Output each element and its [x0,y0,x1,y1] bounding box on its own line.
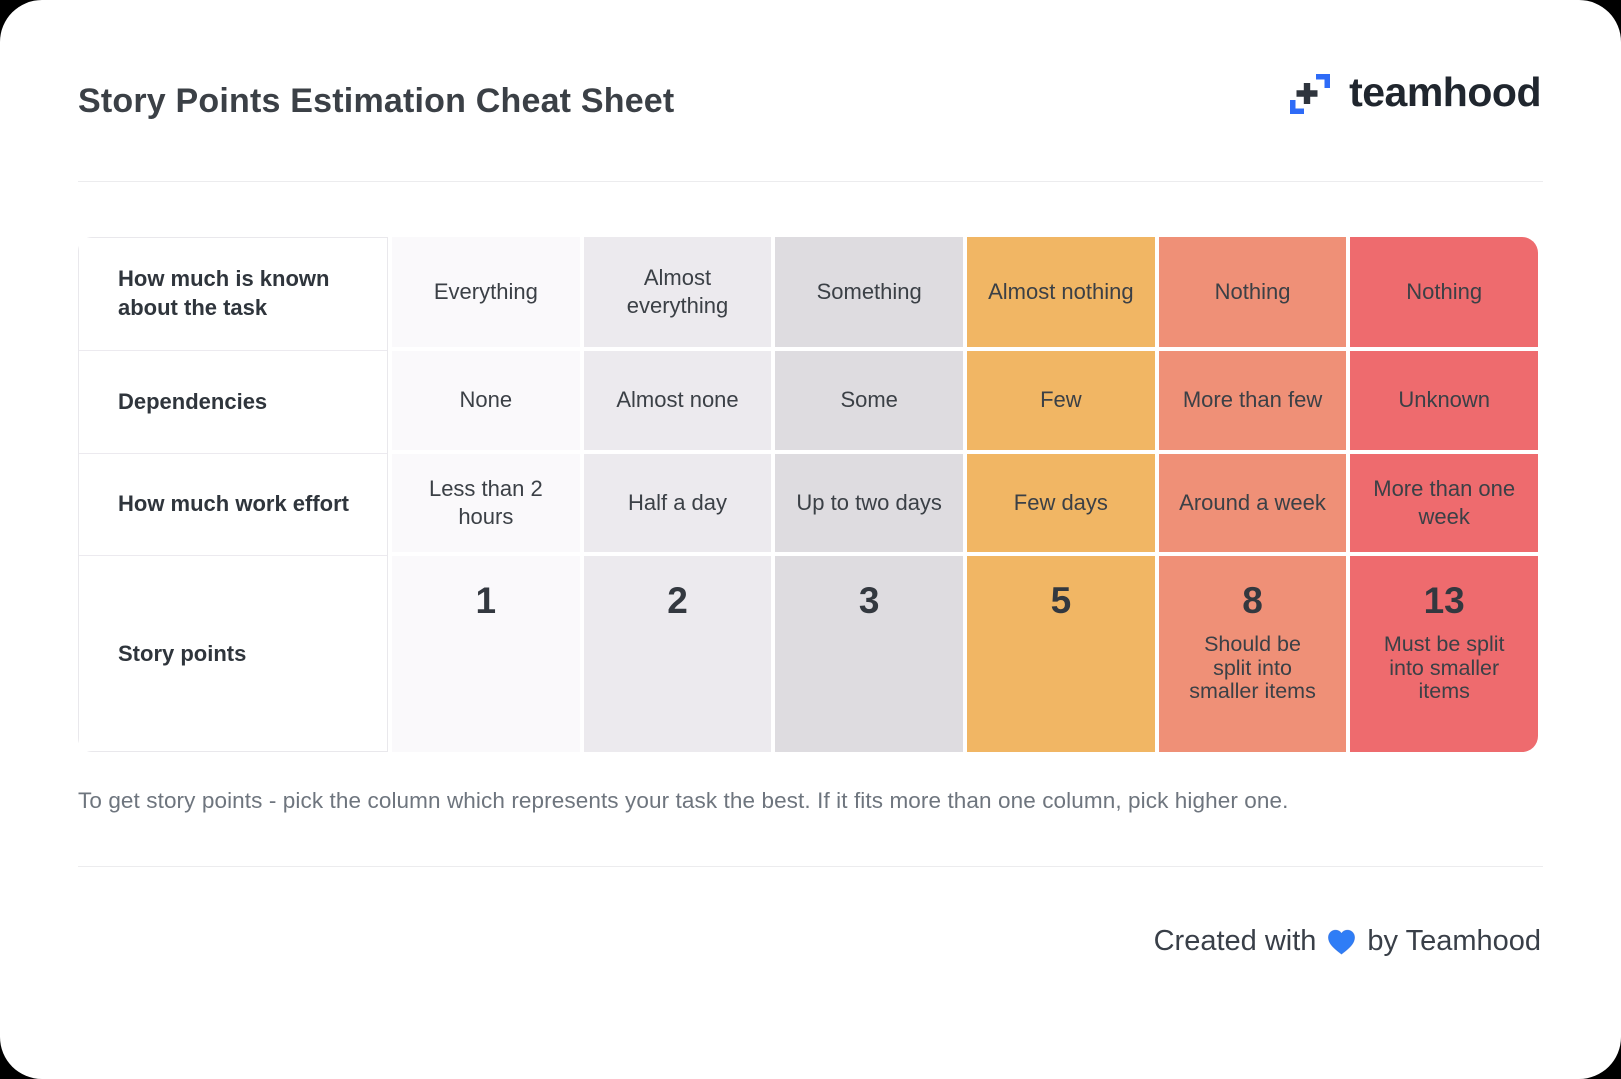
credit-suffix: by Teamhood [1367,925,1541,957]
cell-known: Almost everything [583,237,772,347]
cell-story-points: 13 Must be split into smaller items [1350,556,1539,752]
teamhood-logo: teamhood [1286,68,1541,118]
story-points-note: Must be split into smaller items [1383,632,1505,704]
cell-dependencies: More than few [1158,351,1347,450]
credit-line: Created with by Teamhood [1154,925,1541,958]
footer-note: To get story points - pick the column wh… [78,788,1289,813]
cell-known: Everything [392,237,580,347]
column-8-points: Nothing More than few Around a week 8 Sh… [1158,237,1347,752]
story-points-value: 13 [1423,580,1465,621]
row-label-story-points: Story points [79,557,387,751]
cell-story-points: 8 Should be split into smaller items [1158,556,1347,752]
cell-effort: Half a day [583,454,772,552]
cell-effort: Less than 2 hours [392,454,580,552]
blue-heart-icon [1328,929,1356,955]
row-labels-column: How much is known about the task Depende… [78,237,388,752]
story-points-value: 2 [667,580,688,621]
cell-known: Almost nothing [967,237,1155,347]
cell-known: Nothing [1350,237,1539,347]
story-points-value: 8 [1242,580,1263,621]
column-2-points: Almost everything Almost none Half a day… [583,237,772,752]
story-points-value: 1 [475,580,497,621]
cell-dependencies: Some [775,351,964,450]
column-1-point: Everything None Less than 2 hours 1 [392,237,580,752]
cell-known: Something [775,237,964,347]
story-points-note: Should be split into smaller items [1189,632,1316,704]
teamhood-logo-icon [1290,74,1331,114]
header-divider [78,181,1543,182]
column-3-points: Something Some Up to two days 3 [775,237,964,752]
cell-effort: Around a week [1158,454,1347,552]
row-label-known: How much is known about the task [79,238,387,351]
cell-story-points: 2 [583,556,772,752]
teamhood-wordmark: teamhood [1349,68,1541,115]
story-points-value: 5 [1050,580,1072,621]
cell-effort: Few days [967,454,1155,552]
page-title: Story Points Estimation Cheat Sheet [78,82,675,120]
row-label-effort: How much work effort [79,455,387,556]
cell-story-points: 5 [967,556,1155,752]
cell-dependencies: Unknown [1350,351,1539,450]
cell-dependencies: Few [967,351,1155,450]
footer-divider [78,866,1543,867]
credit-prefix: Created with [1153,925,1317,957]
row-label-dependencies: Dependencies [79,352,387,454]
column-13-points: Nothing Unknown More than one week 13 Mu… [1350,237,1539,752]
cell-story-points: 1 [392,556,580,752]
estimation-table: How much is known about the task Depende… [78,237,1539,752]
cell-known: Nothing [1158,237,1347,347]
story-points-value: 3 [858,580,880,621]
cell-effort: More than one week [1350,454,1539,552]
cell-story-points: 3 [775,556,964,752]
cell-dependencies: None [392,351,580,450]
cell-dependencies: Almost none [583,351,772,450]
cell-effort: Up to two days [775,454,964,552]
column-5-points: Almost nothing Few Few days 5 [967,237,1155,752]
